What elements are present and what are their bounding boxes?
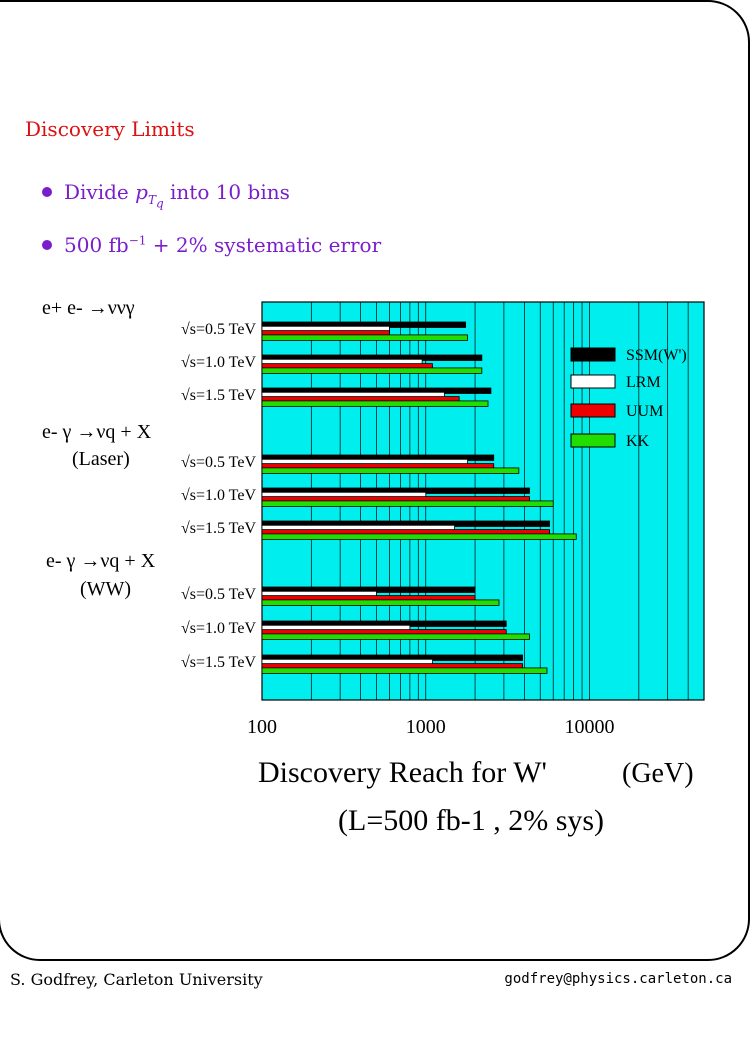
process-label: e- γ →νq + X xyxy=(46,550,156,572)
process-sublabel: (WW) xyxy=(80,578,131,600)
legend-swatch xyxy=(570,433,616,448)
energy-label: √s=1.5 TeV xyxy=(181,520,257,537)
bar-kk xyxy=(261,334,468,341)
legend-swatch xyxy=(570,374,616,389)
bullet-dot-icon xyxy=(42,186,52,197)
legend-label: LRM xyxy=(626,374,661,391)
bar-kk xyxy=(261,667,548,674)
bar-kk xyxy=(261,500,554,507)
energy-label: √s=0.5 TeV xyxy=(181,586,257,603)
x-axis-title: Discovery Reach for W' xyxy=(258,756,547,789)
process-label: e+ e- →ννγ xyxy=(42,297,135,319)
bar-kk xyxy=(261,599,500,606)
slide-frame xyxy=(0,0,750,961)
energy-label: √s=0.5 TeV xyxy=(181,454,257,471)
energy-label: √s=1.5 TeV xyxy=(181,654,257,671)
energy-label: √s=0.5 TeV xyxy=(181,321,257,338)
chart-subtitle: (L=500 fb-1 , 2% sys) xyxy=(338,804,604,837)
process-sublabel: (Laser) xyxy=(72,448,130,470)
x-axis-unit: (GeV) xyxy=(622,758,694,789)
slide-title: Discovery Limits xyxy=(25,117,195,141)
energy-label: √s=1.0 TeV xyxy=(181,354,257,371)
bullet-item: 500 fb−1 + 2% systematic error xyxy=(42,233,381,257)
bar-kk xyxy=(261,367,483,374)
footer-author: S. Godfrey, Carleton University xyxy=(10,970,263,989)
bullet-item: Divide pTq into 10 bins xyxy=(42,180,290,210)
x-tick-label: 100 xyxy=(247,716,277,738)
bar-kk xyxy=(261,533,577,540)
energy-label: √s=1.0 TeV xyxy=(181,620,257,637)
bar-kk xyxy=(261,633,530,640)
legend-label: UUM xyxy=(626,403,663,420)
energy-label: √s=1.0 TeV xyxy=(181,487,257,504)
bar-kk xyxy=(261,467,520,474)
process-label: e- γ →νq + X xyxy=(42,421,152,443)
legend-label: KK xyxy=(626,433,650,450)
legend-label: SSM(W') xyxy=(626,347,687,364)
x-tick-label: 10000 xyxy=(565,716,615,738)
x-tick-label: 1000 xyxy=(406,716,446,738)
legend-swatch xyxy=(570,347,616,362)
legend-swatch xyxy=(570,403,616,418)
bullet-dot-icon xyxy=(42,239,52,250)
energy-label: √s=1.5 TeV xyxy=(181,387,257,404)
bar-kk xyxy=(261,400,489,407)
footer-email: godfrey@physics.carleton.ca xyxy=(504,971,732,987)
